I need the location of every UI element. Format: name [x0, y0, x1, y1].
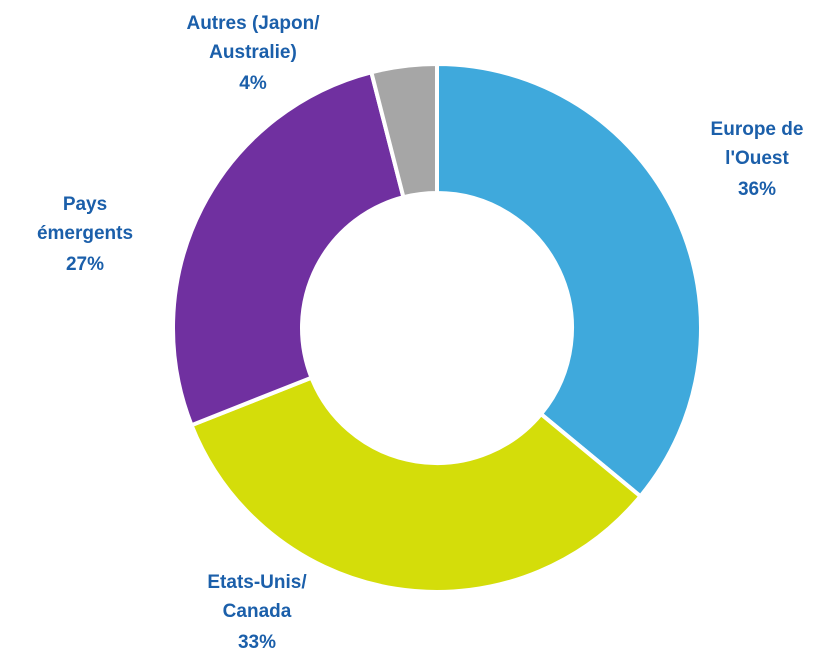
value-label: 36% [738, 179, 776, 200]
donut-slice [171, 69, 406, 428]
donut-slice [188, 375, 644, 594]
slice-label: émergents [37, 223, 133, 244]
slice-label: Canada [223, 601, 292, 622]
donut-slice [435, 61, 703, 500]
slice-label: Autres (Japon/ [186, 13, 320, 34]
donut-slice [368, 61, 439, 200]
slice-label: Australie) [209, 42, 297, 63]
value-label: 27% [66, 254, 104, 275]
value-label: 4% [239, 73, 267, 94]
slice-label: Etats-Unis/ [207, 572, 307, 593]
slice-label: Europe de [711, 119, 804, 140]
slice-label: l'Ouest [725, 148, 789, 169]
slice-label: Pays [63, 194, 107, 215]
value-label: 33% [238, 632, 276, 652]
